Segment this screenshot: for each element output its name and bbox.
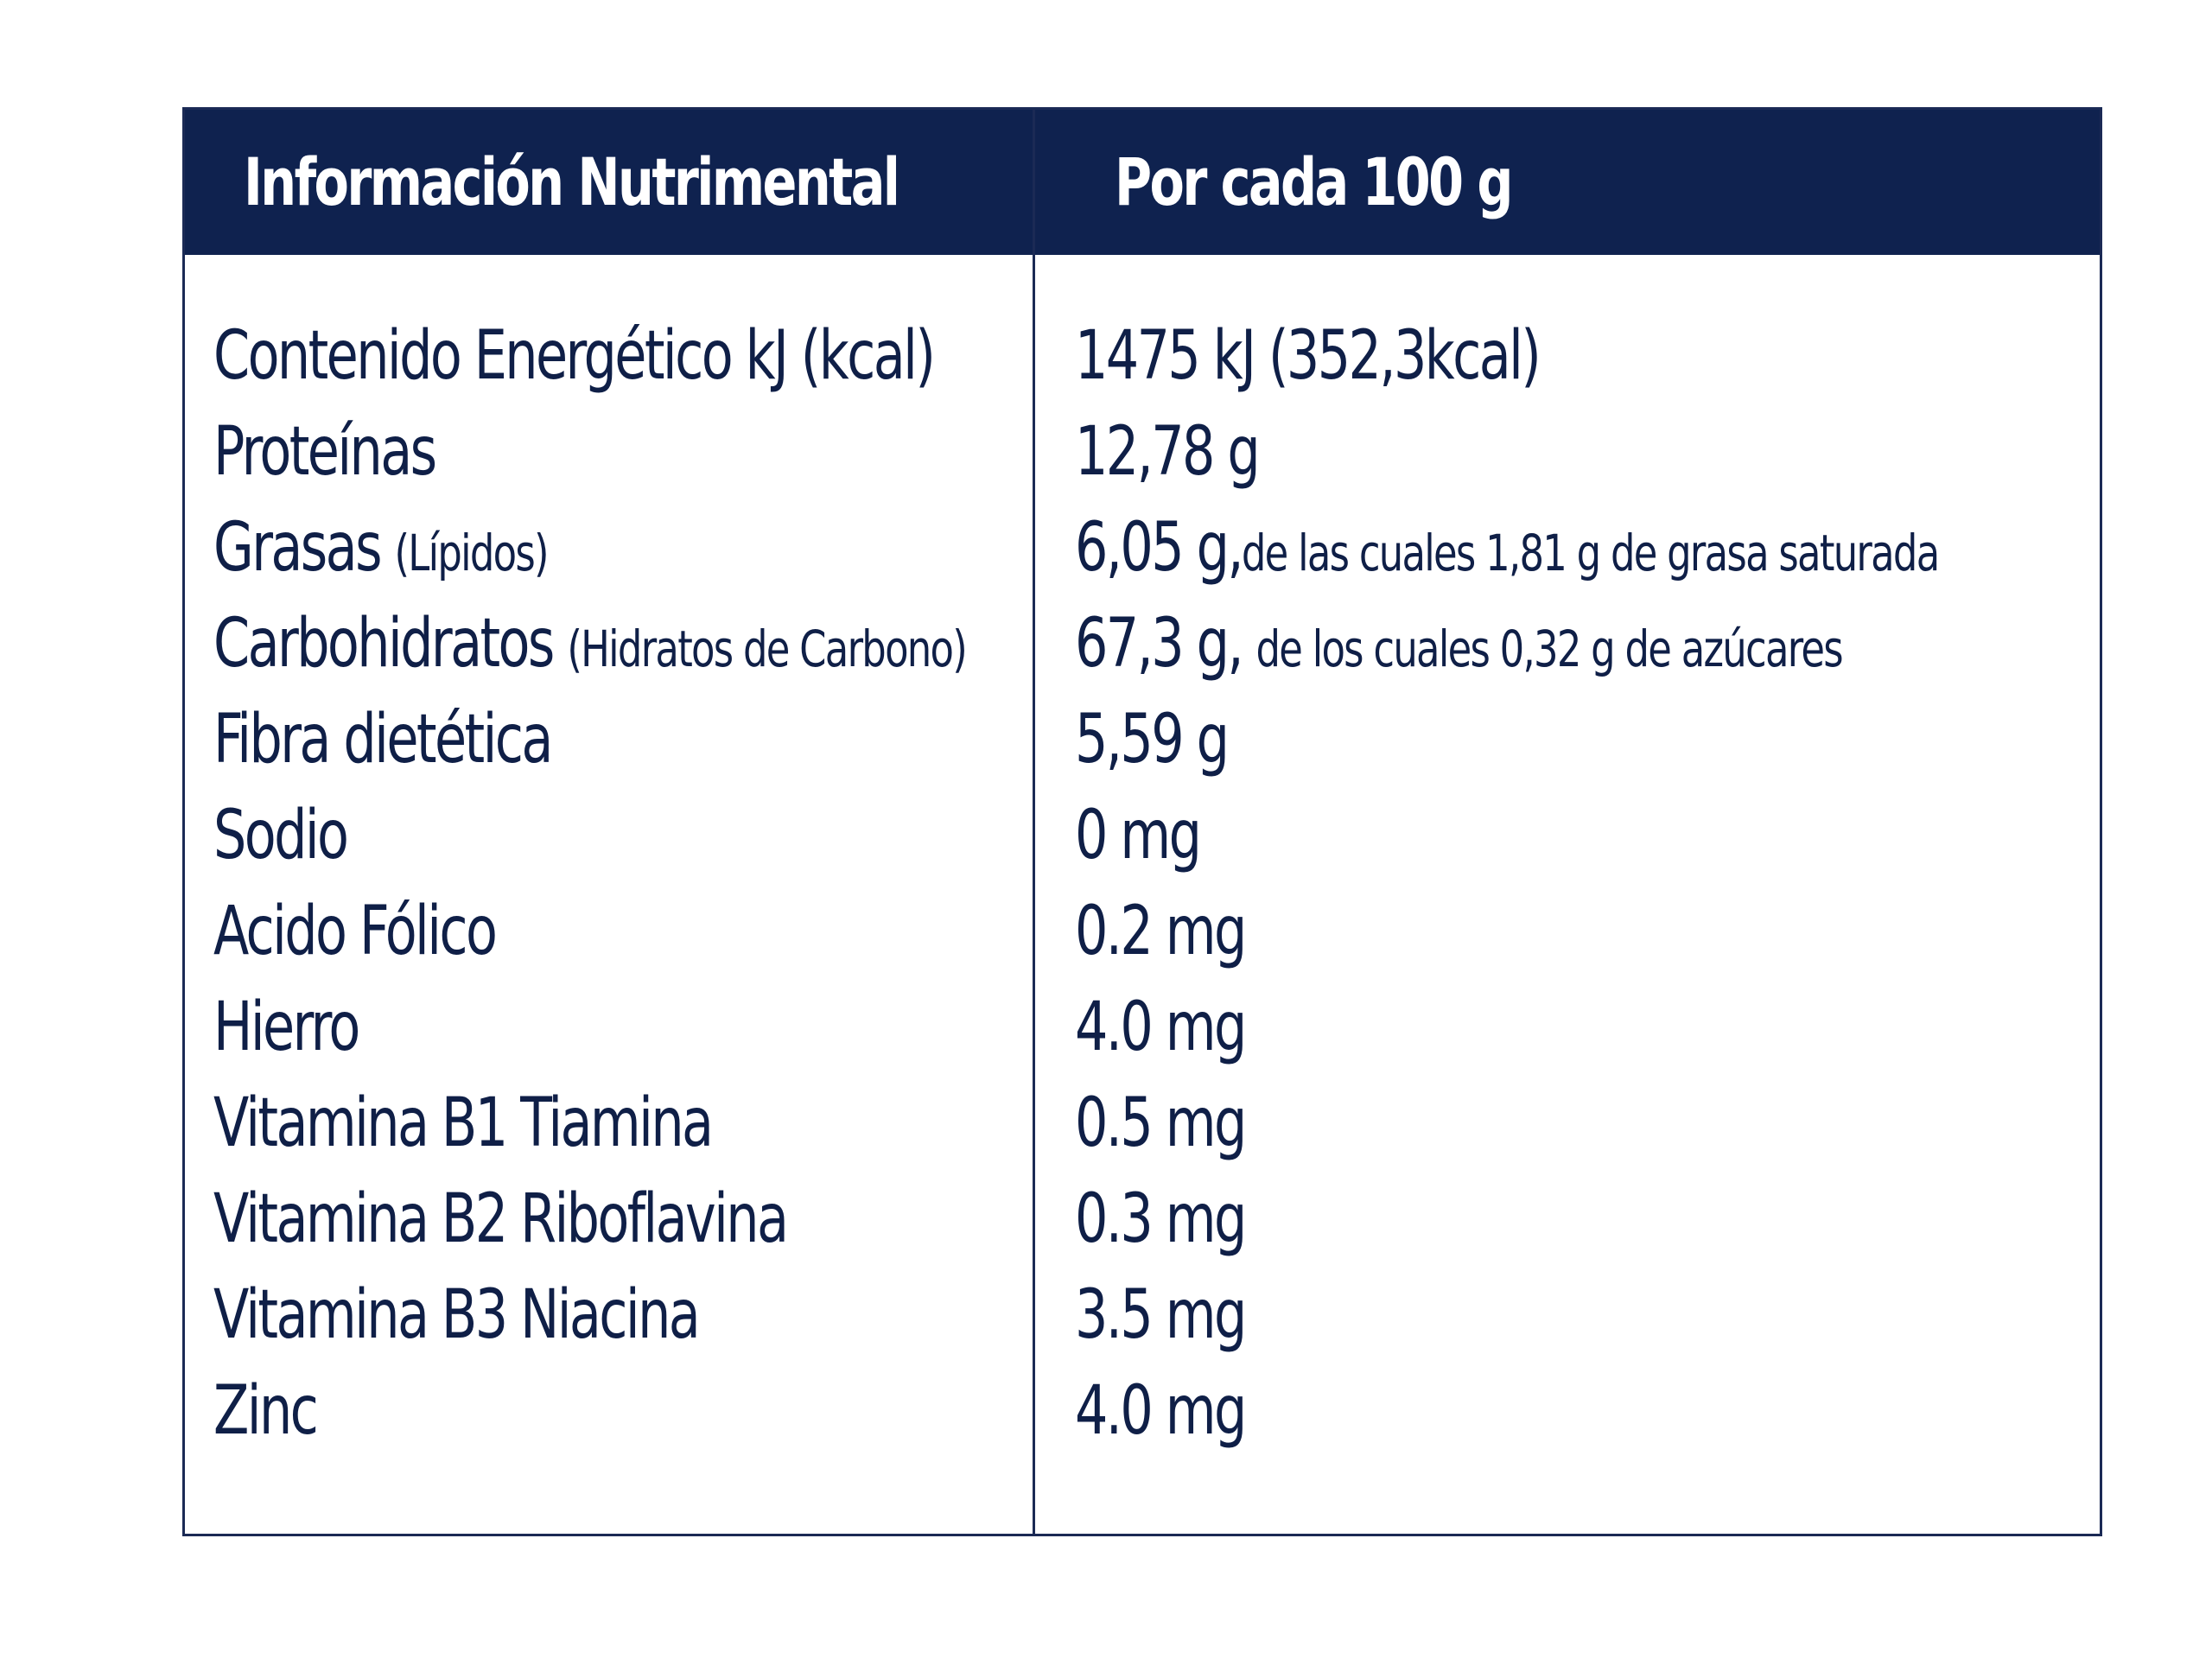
table-row: Vitamina B2 Riboflavina 0.3 mg [185, 1172, 2100, 1268]
nutrient-name: Contenido Energético kJ (kcal) [213, 317, 936, 395]
table-row: Sodio 0 mg [185, 788, 2100, 884]
nutrient-value: 0.3 mg [1075, 1180, 1247, 1258]
nutrient-value: 5,59 g [1075, 701, 1230, 779]
table-header: Información Nutrimental Por cada 100 g [185, 110, 2100, 255]
nutrient-name: Fibra dietética [213, 701, 553, 779]
nutrient-value: 4.0 mg [1075, 1372, 1247, 1450]
table-row: Carbohidratos (Hidratos de Carbono) 67,3… [185, 596, 2100, 692]
column-divider [1033, 110, 1035, 1534]
nutrient-value: 6,05 g,de las cuales 1,81 g de grasa sat… [1075, 509, 1940, 587]
nutrient-name: Zinc [213, 1372, 319, 1450]
table-row: Grasas (Lípidos) 6,05 g,de las cuales 1,… [185, 500, 2100, 596]
nutrient-value: 3.5 mg [1075, 1276, 1247, 1354]
nutrient-value: 12,78 g [1075, 413, 1261, 491]
header-nutrition-info: Información Nutrimental [244, 143, 900, 220]
nutrient-value: 0 mg [1075, 797, 1202, 874]
table-row: Fibra dietética 5,59 g [185, 692, 2100, 788]
nutrient-name-note: (Lípidos) [394, 524, 550, 582]
header-per-100g: Por cada 100 g [1115, 143, 1513, 220]
table-row: Zinc 4.0 mg [185, 1363, 2100, 1459]
nutrient-value: 0.5 mg [1075, 1084, 1247, 1162]
table-row: Vitamina B3 Niacina 3.5 mg [185, 1268, 2100, 1363]
nutrition-table: Información Nutrimental Por cada 100 g C… [182, 107, 2102, 1536]
nutrient-name: Proteínas [213, 413, 437, 491]
table-row: Proteínas 12,78 g [185, 404, 2100, 500]
table-row: Hierro 4.0 mg [185, 980, 2100, 1076]
nutrient-name: Sodio [213, 797, 349, 874]
nutrient-value: 0.2 mg [1075, 893, 1247, 970]
nutrient-value-note: de las cuales 1,81 g de grasa saturada [1241, 524, 1940, 582]
nutrient-name: Vitamina B2 Riboflavina [213, 1180, 789, 1258]
nutrient-name: Carbohidratos (Hidratos de Carbono) [213, 605, 968, 683]
table-row: Acido Fólico 0.2 mg [185, 884, 2100, 980]
nutrient-name: Grasas (Lípidos) [213, 509, 550, 587]
table-row: Contenido Energético kJ (kcal) 1475 kJ (… [185, 308, 2100, 404]
nutrient-name: Vitamina B1 Tiamina [213, 1084, 714, 1162]
nutrient-name: Vitamina B3 Niacina [213, 1276, 701, 1354]
nutrient-value-note: de los cuales 0,32 g de azúcares [1255, 620, 1843, 678]
nutrient-value: 1475 kJ (352,3kcal) [1075, 317, 1541, 395]
nutrient-name: Acido Fólico [213, 893, 498, 970]
table-body: Contenido Energético kJ (kcal) 1475 kJ (… [185, 308, 2100, 1459]
nutrient-value: 67,3 g, de los cuales 0,32 g de azúcares [1075, 605, 1844, 683]
nutrient-value: 4.0 mg [1075, 988, 1247, 1066]
table-row: Vitamina B1 Tiamina 0.5 mg [185, 1076, 2100, 1172]
nutrient-name-note: (Hidratos de Carbono) [567, 620, 967, 678]
nutrient-name: Hierro [213, 988, 360, 1066]
